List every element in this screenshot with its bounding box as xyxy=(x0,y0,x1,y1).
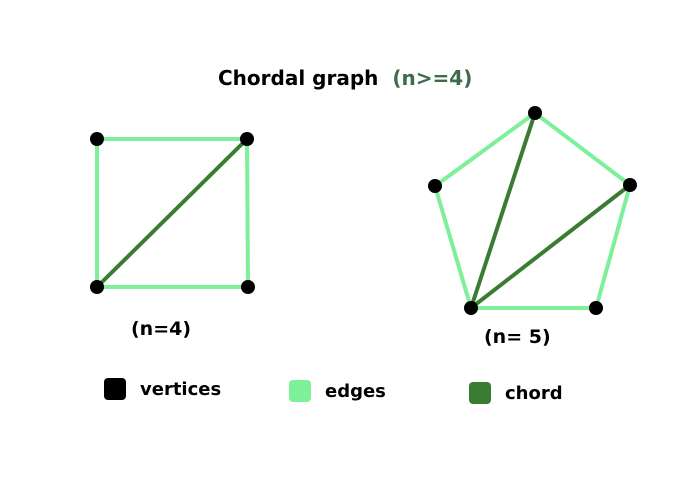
pentagon-vertex-right xyxy=(623,178,637,192)
chord-swatch xyxy=(469,382,491,404)
legend-item-chord: chord xyxy=(469,382,563,404)
legend-label-vertices: vertices xyxy=(140,378,222,400)
pentagon-vertex-top xyxy=(528,106,542,120)
title-condition: (n>=4) xyxy=(392,66,473,90)
square-graph xyxy=(90,132,255,294)
square-graph-label: (n=4) xyxy=(131,318,192,340)
pentagon-edge-1 xyxy=(533,111,632,187)
square-vertex-bottom-right xyxy=(241,280,255,294)
diagram-title: Chordal graph (n>=4) xyxy=(218,66,472,90)
pentagon-vertex-bottom-left xyxy=(464,301,478,315)
pentagon-graph-label: (n= 5) xyxy=(484,326,551,348)
square-vertex-top-right xyxy=(240,132,254,146)
square-vertex-bottom-left xyxy=(90,280,104,294)
pentagon-chord-1 xyxy=(469,112,537,309)
vertices-swatch xyxy=(104,378,126,400)
pentagon-vertex-left xyxy=(428,179,442,193)
pentagon-edge-4 xyxy=(433,185,473,309)
square-vertex-top-left xyxy=(90,132,104,146)
legend-label-edges: edges xyxy=(325,380,386,402)
square-edge-right xyxy=(245,138,250,288)
pentagon-vertex-bottom-right xyxy=(589,301,603,315)
edges-swatch xyxy=(289,380,311,402)
title-main: Chordal graph xyxy=(218,66,379,90)
square-chord xyxy=(95,137,249,289)
pentagon-edge-2 xyxy=(594,184,632,309)
pentagon-graph xyxy=(428,106,637,315)
pentagon-edge-5 xyxy=(433,111,537,188)
pentagon-chord-2 xyxy=(469,183,632,310)
legend-item-edges: edges xyxy=(289,380,386,402)
legend-label-chord: chord xyxy=(505,382,563,404)
legend-item-vertices: vertices xyxy=(104,378,221,400)
